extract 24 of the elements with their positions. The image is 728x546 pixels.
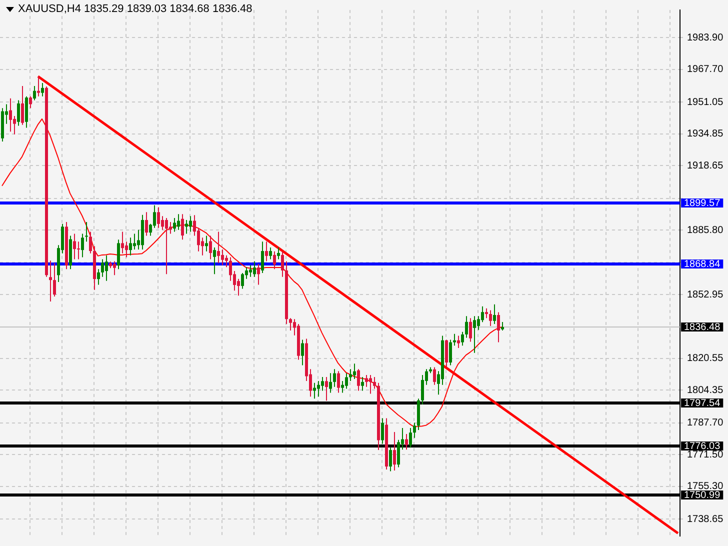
candlestick [37, 76, 40, 96]
ref-line-label: 1868.84 [684, 258, 721, 270]
y-tick-label: 1885.80 [687, 224, 724, 236]
ref-line-label: 1750.99 [684, 490, 721, 501]
y-tick-label: 1804.35 [687, 384, 724, 396]
ref-line-label: 1899.57 [684, 198, 721, 209]
y-tick-label: 1934.85 [687, 128, 724, 140]
candlestick [85, 222, 88, 242]
ref-line-label: 1836.48 [684, 322, 721, 333]
y-tick-label: 1967.70 [687, 64, 724, 76]
y-tick-label: 1983.90 [687, 32, 724, 44]
candlestick [77, 242, 80, 260]
ref-line-label: 1797.54 [684, 398, 721, 409]
y-tick-label: 1951.05 [687, 96, 724, 108]
y-tick-label: 1820.55 [687, 353, 724, 364]
chart-title: XAUUSD,H4 1835.29 1839.03 1834.68 1836.48 [18, 3, 252, 15]
y-tick-label: 1852.95 [687, 289, 724, 300]
y-tick-label: 1771.50 [687, 449, 724, 460]
y-tick-label: 1787.70 [687, 418, 724, 429]
ref-line-label: 1776.03 [684, 440, 721, 452]
y-tick-label: 1918.65 [687, 160, 724, 172]
candlestick [49, 260, 52, 302]
y-tick-label: 1738.65 [687, 514, 724, 525]
y-tick-label: 1755.30 [687, 481, 724, 492]
